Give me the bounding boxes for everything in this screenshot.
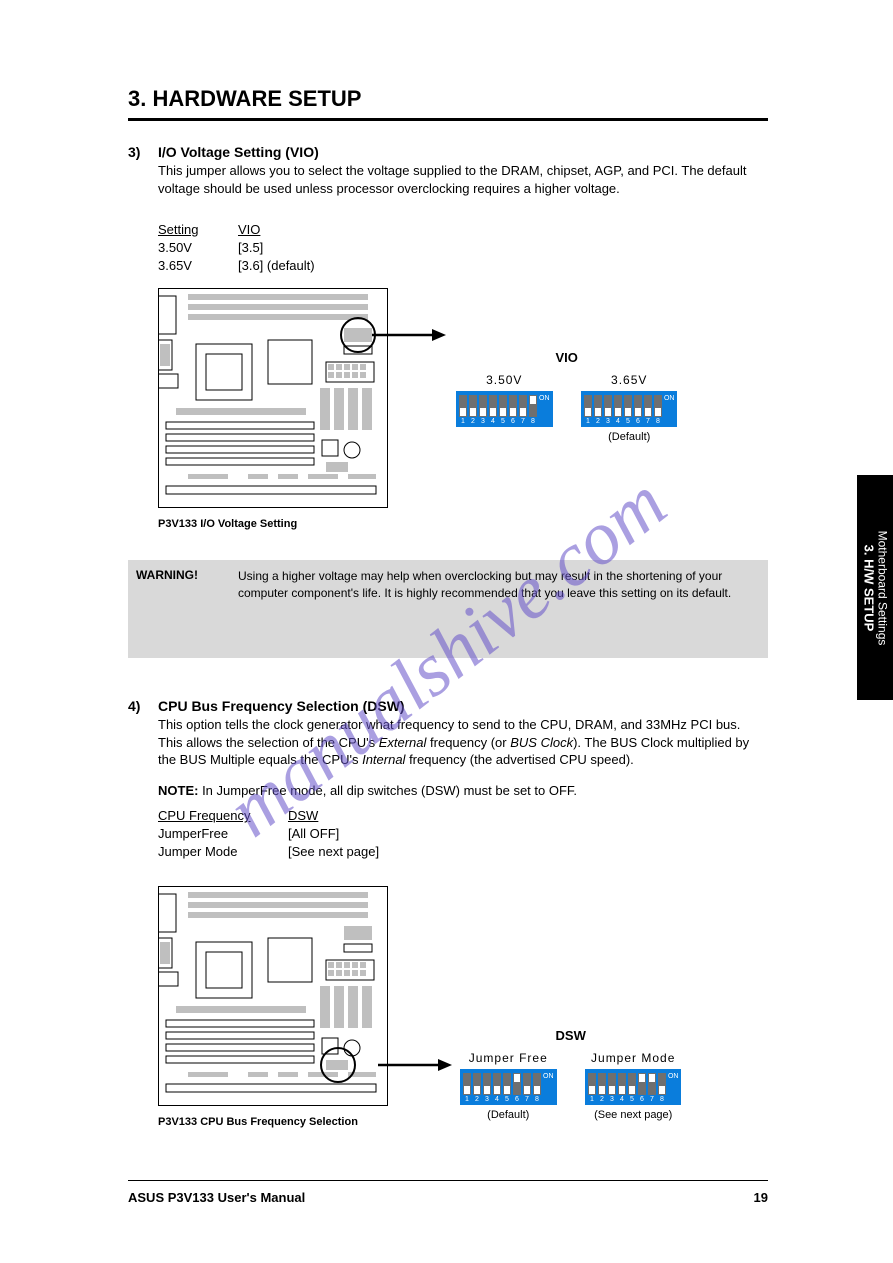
dip1-right: 3.65V 12345678 ON (Default) <box>581 373 678 443</box>
dip2-left: Jumper Free 12345678 ON (Default) <box>460 1051 557 1121</box>
item4-settings-label: CPU Frequency <box>158 808 250 823</box>
item3-title: I/O Voltage Setting (VIO) <box>158 144 319 160</box>
motherboard-diagram-1 <box>158 288 388 508</box>
item4-number: 4) <box>128 698 140 714</box>
dip1-right-sub: (Default) <box>581 431 678 443</box>
warning-box: WARNING! Using a higher voltage may help… <box>128 560 768 658</box>
item4-row2-label: Jumper Mode <box>158 844 237 859</box>
footer-left: ASUS P3V133 User's Manual <box>128 1190 305 1205</box>
dip2-left-sub: (Default) <box>460 1109 557 1121</box>
dip2-title: DSW <box>460 1028 681 1043</box>
dip-on-label: ON <box>543 1073 554 1103</box>
dip-on-label: ON <box>539 395 550 425</box>
dip2-right-label: Jumper Mode <box>585 1051 682 1065</box>
arrow-1 <box>372 320 452 350</box>
dip2-left-label: Jumper Free <box>460 1051 557 1065</box>
dip-block-1: VIO 3.50V 12345678 ON 3.65V 12345678 ON <box>456 350 677 443</box>
page-container: { "header": { "section_title": "3. HARDW… <box>0 0 893 1263</box>
item3-row1-val: [3.5] <box>238 240 263 255</box>
footer-page-number: 19 <box>754 1190 768 1205</box>
item3-row2-label: 3.65V <box>158 258 192 273</box>
dip-switch-icon: 12345678 ON <box>460 1069 557 1105</box>
dip1-right-label: 3.65V <box>581 373 678 387</box>
item3-settings-label: Setting <box>158 222 198 237</box>
item4-row1-val: [All OFF] <box>288 826 339 841</box>
arrow-2 <box>378 1050 458 1080</box>
item3-row1-label: 3.50V <box>158 240 192 255</box>
dip-switch-icon: 12345678 ON <box>585 1069 682 1105</box>
item4-row2-val: [See next page] <box>288 844 379 859</box>
side-tab-line2: 3. H/W SETUP <box>862 544 877 631</box>
item4-settings-col: DSW <box>288 808 318 823</box>
dip1-left: 3.50V 12345678 ON <box>456 373 553 431</box>
item3-settings-col: VIO <box>238 222 260 237</box>
dip1-title: VIO <box>456 350 677 365</box>
side-tab-line1: Motherboard Settings <box>876 530 890 645</box>
header-rule <box>128 118 768 121</box>
dip-on-label: ON <box>664 395 675 425</box>
side-tab: Motherboard Settings 3. H/W SETUP <box>857 475 893 700</box>
item4-note: NOTE: In JumperFree mode, all dip switch… <box>158 782 768 800</box>
caption-2: P3V133 CPU Bus Frequency Selection <box>158 1116 358 1128</box>
dip-block-2: DSW Jumper Free 12345678 ON (Default) Ju… <box>460 1028 681 1121</box>
dip-switch-icon: 12345678 ON <box>456 391 553 427</box>
warning-text: Using a higher voltage may help when ove… <box>238 568 758 602</box>
dip-switch-icon: 12345678 ON <box>581 391 678 427</box>
dip1-left-label: 3.50V <box>456 373 553 387</box>
dip-on-label: ON <box>668 1073 679 1103</box>
warning-label: WARNING! <box>136 568 198 582</box>
item3-body: This jumper allows you to select the vol… <box>158 162 768 197</box>
section-heading: 3. HARDWARE SETUP <box>128 86 361 112</box>
item3-row2-val: [3.6] (default) <box>238 258 315 273</box>
item4-title: CPU Bus Frequency Selection (DSW) <box>158 698 405 714</box>
side-tab-text: Motherboard Settings 3. H/W SETUP <box>861 530 888 645</box>
caption-1: P3V133 I/O Voltage Setting <box>158 518 297 530</box>
motherboard-diagram-2 <box>158 886 388 1106</box>
dip2-right-sub: (See next page) <box>585 1109 682 1121</box>
item4-row1-label: JumperFree <box>158 826 228 841</box>
item4-body: This option tells the clock generator wh… <box>158 716 768 769</box>
item3-number: 3) <box>128 144 140 160</box>
dip2-right: Jumper Mode 12345678 ON (See next page) <box>585 1051 682 1121</box>
footer-rule <box>128 1180 768 1181</box>
